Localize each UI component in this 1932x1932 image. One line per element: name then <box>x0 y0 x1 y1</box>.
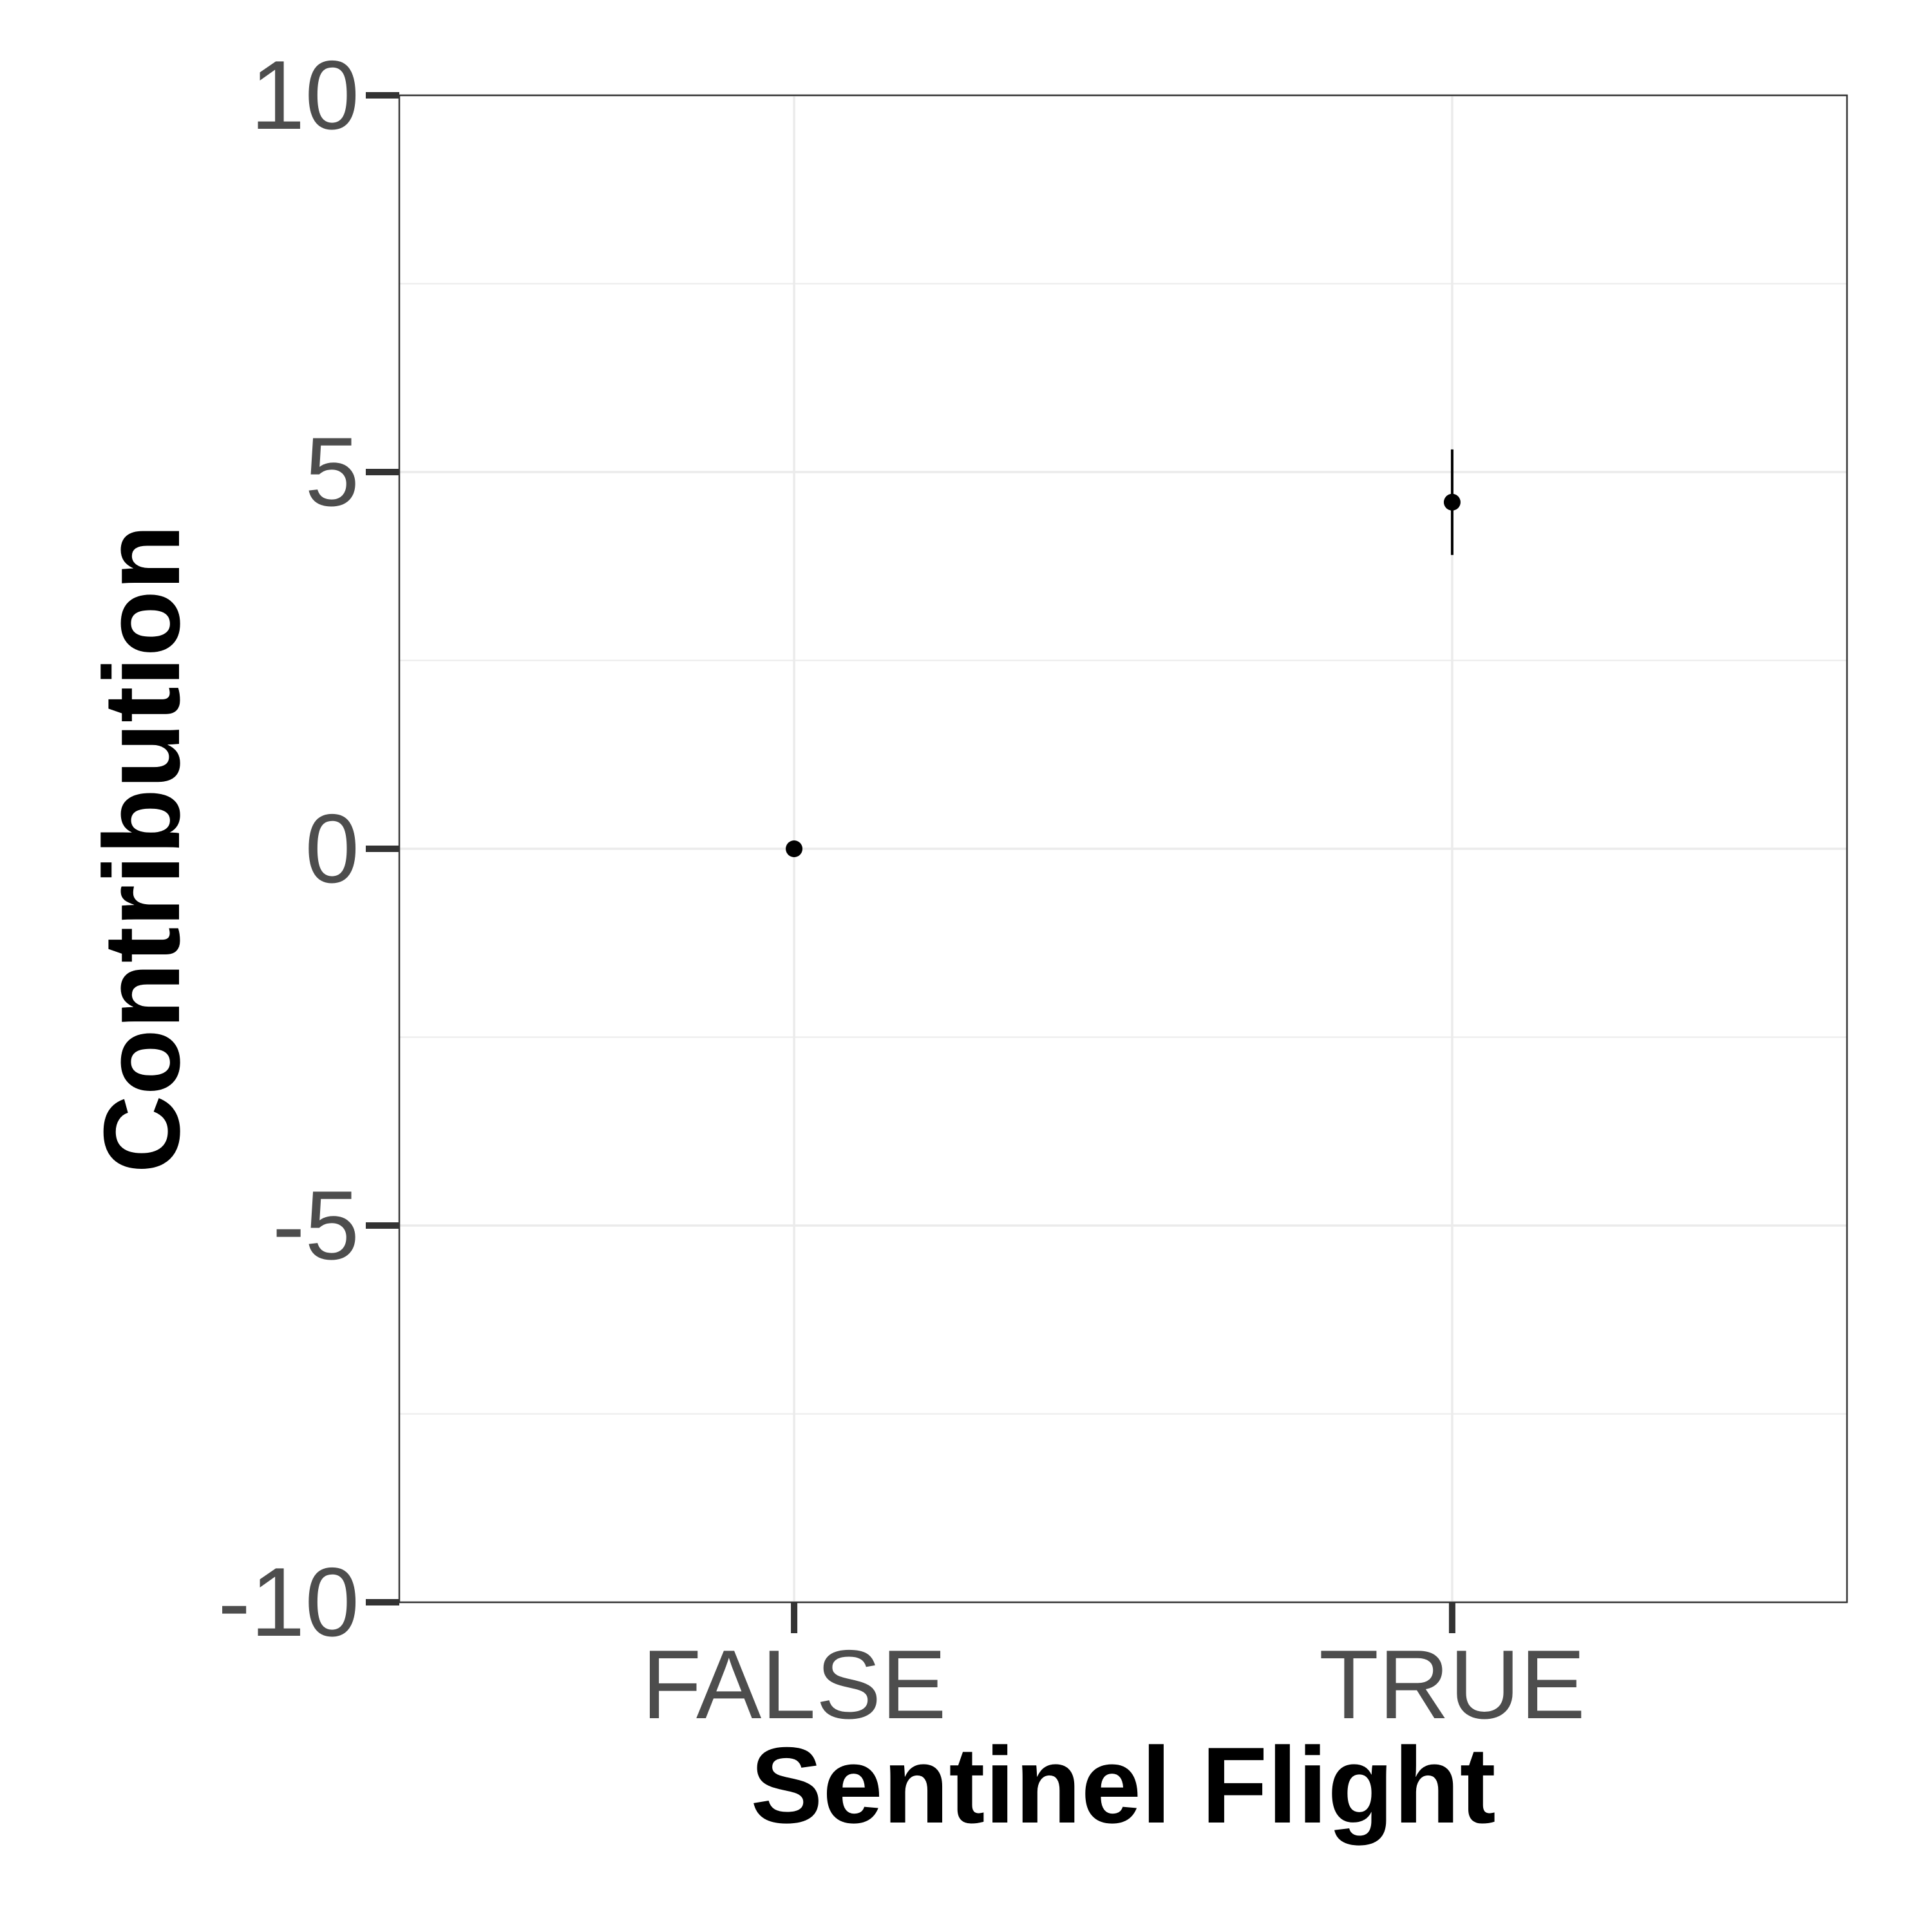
y-axis-title: Contribution <box>81 524 202 1173</box>
y-tick-label: 10 <box>251 41 359 150</box>
x-axis-title: Sentinel Flight <box>750 1725 1495 1846</box>
y-tick-label: 0 <box>305 794 359 904</box>
x-axis-ticks: FALSE TRUE <box>642 1602 1586 1739</box>
data-point <box>786 840 803 857</box>
y-tick-label: -5 <box>272 1171 359 1280</box>
y-tick-label: 5 <box>305 417 359 527</box>
y-axis-ticks: -10 -5 0 5 10 <box>218 41 399 1657</box>
data-point <box>1443 493 1461 511</box>
y-tick-label: -10 <box>218 1548 359 1657</box>
x-tick-label: FALSE <box>642 1630 947 1739</box>
x-tick-label: TRUE <box>1319 1630 1586 1739</box>
data-points <box>786 493 1461 857</box>
minor-gridlines <box>399 283 1847 1415</box>
